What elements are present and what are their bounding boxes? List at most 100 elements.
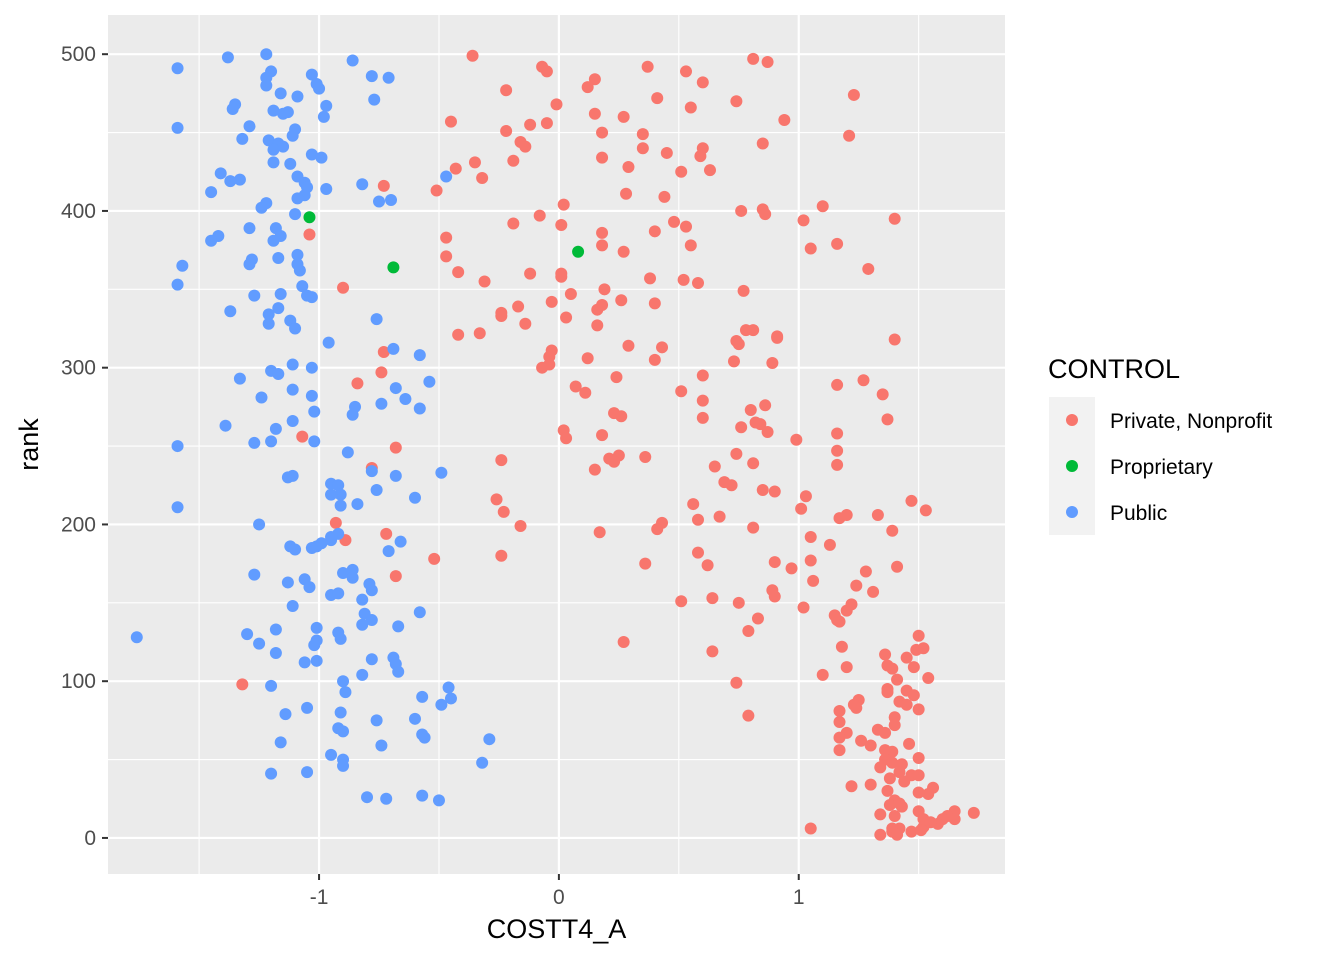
data-point-private-nonprofit — [610, 371, 623, 384]
data-point-private-nonprofit — [893, 797, 906, 810]
data-point-private-nonprofit — [900, 651, 913, 664]
data-point-public — [339, 686, 352, 699]
data-point-public — [382, 545, 395, 558]
data-point-private-nonprofit — [500, 84, 513, 97]
data-point-private-nonprofit — [713, 510, 726, 523]
data-point-public — [303, 581, 316, 594]
data-point-private-nonprofit — [596, 226, 609, 239]
data-point-private-nonprofit — [687, 498, 700, 511]
data-point-private-nonprofit — [375, 366, 388, 379]
data-point-public — [483, 733, 496, 746]
data-point-private-nonprofit — [644, 272, 657, 285]
data-point-public — [289, 543, 302, 556]
data-point-public — [269, 623, 282, 636]
data-point-private-nonprofit — [843, 129, 856, 142]
data-point-private-nonprofit — [831, 444, 844, 457]
data-point-private-nonprofit — [881, 686, 894, 699]
data-point-public — [444, 692, 457, 705]
data-point-private-nonprofit — [648, 297, 661, 310]
legend: CONTROL Private, Nonprofit Proprietary Pub… — [1048, 354, 1272, 535]
data-point-private-nonprofit — [641, 60, 654, 73]
legend-label-public: Public — [1110, 502, 1167, 525]
data-point-private-nonprofit — [876, 388, 889, 401]
data-point-public — [305, 389, 318, 402]
data-point-public — [370, 483, 383, 496]
data-point-private-nonprofit — [555, 219, 568, 232]
data-point-public — [293, 264, 306, 277]
data-point-private-nonprofit — [500, 124, 513, 137]
data-point-public — [356, 178, 369, 191]
data-point-private-nonprofit — [948, 813, 961, 826]
data-point-public — [224, 175, 237, 188]
data-point-public — [337, 675, 350, 688]
data-point-private-nonprofit — [622, 161, 635, 174]
data-point-public — [221, 51, 234, 64]
data-point-private-nonprofit — [430, 184, 443, 197]
data-point-public — [241, 628, 254, 641]
data-point-public — [262, 317, 275, 330]
data-point-public — [272, 251, 285, 264]
data-point-public — [301, 766, 314, 779]
data-point-private-nonprofit — [915, 824, 928, 837]
data-point-public — [313, 82, 326, 95]
data-point-private-nonprofit — [747, 52, 760, 65]
data-point-private-nonprofit — [564, 288, 577, 301]
data-point-private-nonprofit — [831, 378, 844, 391]
legend-marker-proprietary — [1066, 460, 1078, 472]
data-point-private-nonprofit — [696, 369, 709, 382]
data-point-private-nonprofit — [581, 352, 594, 365]
data-point-public — [253, 637, 266, 650]
data-point-private-nonprofit — [725, 479, 738, 492]
data-point-private-nonprofit — [883, 772, 896, 785]
data-point-public — [310, 654, 323, 667]
data-point-private-nonprofit — [744, 404, 757, 417]
data-point-public — [375, 397, 388, 410]
data-point-public — [334, 706, 347, 719]
data-point-private-nonprofit — [596, 429, 609, 442]
data-point-private-nonprofit — [799, 490, 812, 503]
data-point-private-nonprofit — [831, 237, 844, 250]
y-tick-label: 100 — [61, 670, 96, 693]
data-point-public — [435, 466, 448, 479]
data-point-private-nonprofit — [747, 457, 760, 470]
data-point-public — [248, 436, 261, 449]
data-point-private-nonprofit — [617, 110, 630, 123]
data-point-private-nonprofit — [694, 150, 707, 163]
data-point-private-nonprofit — [778, 114, 791, 127]
data-point-private-nonprofit — [905, 825, 918, 838]
data-point-private-nonprofit — [727, 355, 740, 368]
data-point-public — [392, 665, 405, 678]
data-point-private-nonprofit — [864, 739, 877, 752]
data-point-public — [413, 349, 426, 362]
data-point-public — [267, 156, 280, 169]
data-point-private-nonprofit — [536, 361, 549, 374]
data-point-private-nonprofit — [706, 645, 719, 658]
data-point-public — [365, 465, 378, 478]
data-point-private-nonprofit — [785, 562, 798, 575]
data-point-private-nonprofit — [847, 88, 860, 101]
data-point-private-nonprofit — [823, 538, 836, 551]
data-point-public — [272, 367, 285, 380]
data-point-private-nonprofit — [675, 385, 688, 398]
data-point-private-nonprofit — [759, 208, 772, 221]
y-axis: 0 100 200 300 400 500 — [61, 43, 108, 850]
data-point-public — [286, 469, 299, 482]
data-point-public — [351, 498, 364, 511]
data-point-public — [341, 446, 354, 459]
data-point-private-nonprofit — [912, 629, 925, 642]
data-point-private-nonprofit — [835, 640, 848, 653]
data-point-private-nonprofit — [807, 574, 820, 587]
data-point-private-nonprofit — [751, 612, 764, 625]
data-point-public — [310, 621, 323, 634]
data-point-private-nonprofit — [732, 596, 745, 609]
data-point-public — [267, 234, 280, 247]
data-point-private-nonprofit — [833, 704, 846, 717]
data-point-public — [375, 739, 388, 752]
data-point-private-nonprofit — [514, 520, 527, 533]
data-point-public — [233, 173, 246, 186]
data-point-public — [356, 668, 369, 681]
data-point-private-nonprofit — [907, 661, 920, 674]
data-point-public — [274, 288, 287, 301]
data-point-public — [394, 535, 407, 548]
